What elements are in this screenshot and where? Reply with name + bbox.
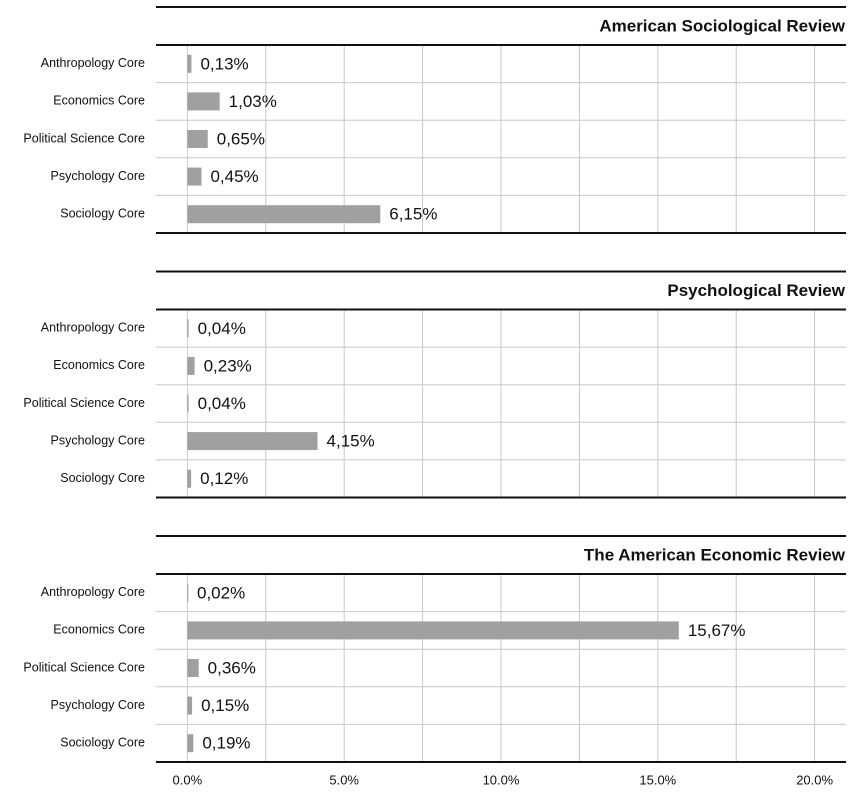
bar bbox=[187, 54, 192, 73]
bar bbox=[187, 167, 202, 186]
value-label: 0,19% bbox=[202, 734, 250, 753]
value-label: 0,04% bbox=[198, 394, 246, 413]
category-label: Political Science Core bbox=[23, 131, 145, 145]
bar bbox=[187, 621, 679, 640]
value-label: 0,04% bbox=[198, 319, 246, 338]
value-label: 1,03% bbox=[229, 92, 277, 111]
x-tick-label: 15.0% bbox=[639, 772, 676, 787]
bar bbox=[187, 734, 194, 753]
value-label: 0,15% bbox=[201, 696, 249, 715]
category-label: Political Science Core bbox=[23, 660, 145, 674]
bar bbox=[187, 205, 381, 224]
category-label: Economics Core bbox=[53, 94, 145, 108]
panel-title: Psychological Review bbox=[667, 281, 845, 300]
category-label: Psychology Core bbox=[51, 698, 146, 712]
bar bbox=[187, 356, 195, 375]
category-label: Sociology Core bbox=[60, 471, 145, 485]
bar bbox=[187, 432, 318, 451]
value-label: 6,15% bbox=[389, 205, 437, 224]
value-label: 0,12% bbox=[200, 469, 248, 488]
value-label: 0,45% bbox=[210, 167, 258, 186]
category-label: Sociology Core bbox=[60, 206, 145, 220]
x-tick-label: 20.0% bbox=[796, 772, 833, 787]
category-label: Economics Core bbox=[53, 358, 145, 372]
bar bbox=[187, 130, 208, 148]
value-label: 0,23% bbox=[204, 356, 252, 375]
panel-title: The American Economic Review bbox=[584, 545, 846, 564]
value-label: 15,67% bbox=[688, 621, 746, 640]
category-label: Psychology Core bbox=[51, 433, 146, 447]
value-label: 0,02% bbox=[197, 583, 245, 602]
value-label: 4,15% bbox=[327, 432, 375, 451]
bar bbox=[187, 659, 199, 677]
bar bbox=[187, 469, 192, 488]
x-tick-label: 0.0% bbox=[173, 772, 203, 787]
bar bbox=[187, 583, 189, 602]
bar bbox=[187, 696, 193, 715]
category-label: Psychology Core bbox=[51, 169, 146, 183]
category-label: Political Science Core bbox=[23, 396, 145, 410]
category-label: Anthropology Core bbox=[41, 585, 145, 599]
x-tick-label: 5.0% bbox=[329, 772, 359, 787]
bar bbox=[187, 92, 220, 111]
category-label: Anthropology Core bbox=[41, 321, 145, 335]
panel-title: American Sociological Review bbox=[599, 16, 845, 35]
value-label: 0,13% bbox=[200, 54, 248, 73]
value-label: 0,65% bbox=[217, 129, 265, 148]
bar bbox=[187, 394, 189, 413]
value-label: 0,36% bbox=[208, 658, 256, 677]
category-label: Anthropology Core bbox=[41, 56, 145, 70]
category-label: Sociology Core bbox=[60, 735, 145, 749]
x-tick-label: 10.0% bbox=[483, 772, 520, 787]
category-label: Economics Core bbox=[53, 623, 145, 637]
bar bbox=[187, 319, 189, 338]
